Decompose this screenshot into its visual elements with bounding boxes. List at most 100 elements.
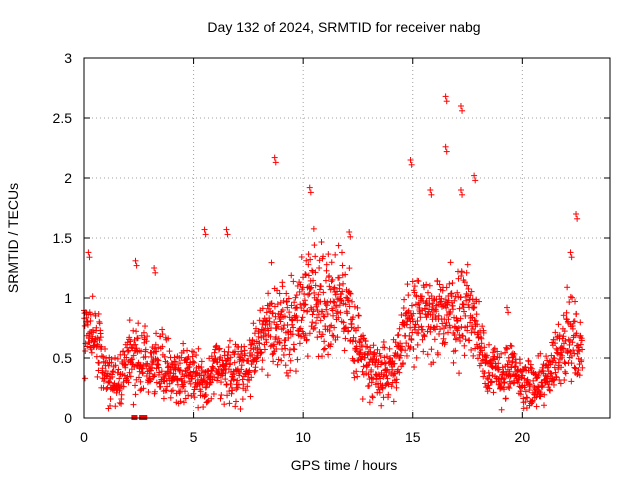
data-point <box>451 297 458 304</box>
data-point <box>99 365 106 372</box>
data-point <box>225 344 232 351</box>
data-point <box>519 372 526 379</box>
data-point <box>426 301 433 308</box>
data-point <box>448 290 455 297</box>
data-point <box>410 346 417 353</box>
data-point <box>97 334 104 341</box>
data-point <box>137 378 144 385</box>
data-point <box>228 390 235 397</box>
data-point <box>383 353 390 360</box>
data-point <box>134 335 141 342</box>
data-point <box>414 341 421 348</box>
peak-point <box>428 191 435 198</box>
data-point <box>325 351 332 358</box>
x-tick-label: 15 <box>405 429 421 445</box>
data-point <box>249 336 256 343</box>
data-point <box>217 395 224 402</box>
data-point <box>452 347 459 354</box>
data-point <box>218 392 225 399</box>
data-point <box>472 317 479 324</box>
data-point <box>496 354 503 361</box>
data-point <box>296 340 303 347</box>
data-point <box>453 335 460 342</box>
data-point <box>231 359 238 366</box>
data-point <box>463 269 470 276</box>
peak-point <box>202 231 209 238</box>
y-axis-label: SRMTID / TECUs <box>5 183 21 293</box>
data-point <box>480 329 487 336</box>
data-point <box>234 384 241 391</box>
data-point <box>270 341 277 348</box>
data-point <box>307 256 314 263</box>
data-point <box>292 368 299 375</box>
data-point <box>427 324 434 331</box>
data-point <box>299 314 306 321</box>
data-point <box>486 385 493 392</box>
data-point <box>252 364 259 371</box>
data-point <box>112 362 119 369</box>
data-point <box>316 328 323 335</box>
data-point <box>485 382 492 389</box>
data-point <box>508 343 515 350</box>
data-point <box>345 297 352 304</box>
data-point <box>546 386 553 393</box>
data-point <box>555 321 562 328</box>
y-tick-label: 1.5 <box>53 230 73 246</box>
data-point <box>530 377 537 384</box>
data-point <box>289 331 296 338</box>
data-point <box>465 285 472 292</box>
data-point <box>294 282 301 289</box>
data-point <box>482 380 489 387</box>
data-point <box>430 297 437 304</box>
data-point <box>159 331 166 338</box>
y-axis-ticks: 0 0.5 1 1.5 2 2.5 3 <box>53 50 610 426</box>
data-point <box>144 333 151 340</box>
data-point <box>443 319 450 326</box>
data-point <box>297 325 304 332</box>
data-point <box>565 336 572 343</box>
data-point <box>410 318 417 325</box>
data-point <box>122 361 129 368</box>
data-point <box>337 309 344 316</box>
data-point <box>159 326 166 333</box>
data-point <box>149 364 156 371</box>
data-point <box>483 352 490 359</box>
data-point <box>171 365 178 372</box>
data-point <box>219 370 226 377</box>
data-point <box>511 351 518 358</box>
data-point <box>579 364 586 371</box>
data-point <box>543 353 550 360</box>
data-point <box>226 400 233 407</box>
data-point <box>176 367 183 374</box>
data-point <box>262 330 269 337</box>
data-point <box>486 372 493 379</box>
data-point <box>389 366 396 373</box>
data-point <box>342 324 349 331</box>
data-point <box>425 289 432 296</box>
data-point <box>210 365 217 372</box>
data-point <box>105 405 112 412</box>
data-point <box>405 292 412 299</box>
data-point <box>296 326 303 333</box>
data-point <box>331 324 338 331</box>
data-point <box>524 394 531 401</box>
data-point <box>375 358 382 365</box>
data-point <box>185 392 192 399</box>
data-point <box>307 304 314 311</box>
data-point <box>142 353 149 360</box>
data-point <box>428 293 435 300</box>
data-point <box>207 370 214 377</box>
data-point <box>305 272 312 279</box>
data-point <box>130 352 137 359</box>
data-point <box>435 312 442 319</box>
data-point <box>278 357 285 364</box>
data-point <box>348 321 355 328</box>
data-point <box>420 331 427 338</box>
data-point <box>291 299 298 306</box>
data-point <box>124 348 131 355</box>
data-point <box>193 352 200 359</box>
peak-point <box>442 93 449 100</box>
data-point <box>339 262 346 269</box>
data-point <box>550 336 557 343</box>
